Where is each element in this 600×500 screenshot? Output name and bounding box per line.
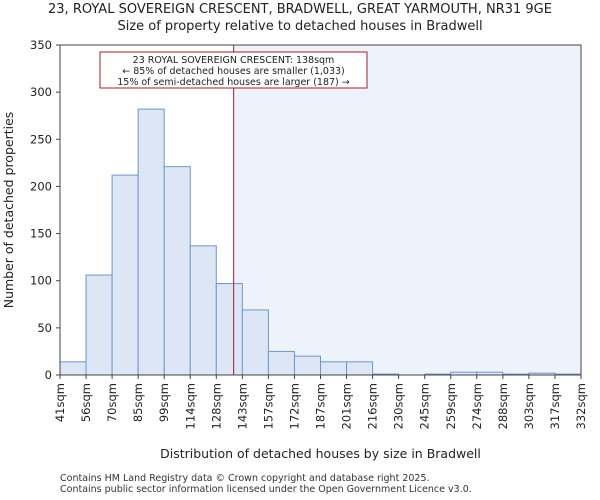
annotation-line-1: 23 ROYAL SOVEREIGN CRESCENT: 138sqm bbox=[133, 55, 335, 66]
histogram-bar bbox=[85, 274, 113, 376]
x-tick-label: 157sqm bbox=[261, 383, 275, 429]
histogram-bar bbox=[59, 361, 87, 376]
y-tick-label: 150 bbox=[30, 227, 52, 241]
histogram-bar bbox=[215, 283, 243, 376]
x-tick-label: 288sqm bbox=[496, 383, 510, 429]
histogram-bar bbox=[137, 108, 165, 376]
histogram-bar bbox=[111, 174, 139, 376]
annotation-line-3: 15% of semi-detached houses are larger (… bbox=[117, 77, 350, 88]
y-tick-label: 100 bbox=[30, 274, 52, 288]
x-tick-label: 259sqm bbox=[444, 383, 458, 429]
x-tick-label: 41sqm bbox=[53, 383, 67, 422]
x-tick-label: 128sqm bbox=[209, 383, 223, 429]
x-tick-label: 332sqm bbox=[574, 383, 588, 429]
histogram-bar bbox=[241, 309, 269, 376]
histogram-bar bbox=[189, 245, 217, 376]
x-tick-label: 317sqm bbox=[548, 383, 562, 429]
x-tick-label: 245sqm bbox=[418, 383, 432, 429]
annotation-line-2: ← 85% of detached houses are smaller (1,… bbox=[122, 66, 345, 77]
x-tick-label: 85sqm bbox=[131, 383, 145, 422]
annotation-box bbox=[99, 51, 368, 89]
y-tick-label: 50 bbox=[37, 321, 52, 335]
histogram-bar bbox=[163, 166, 191, 376]
x-tick-label: 216sqm bbox=[366, 383, 380, 429]
histogram-bar bbox=[293, 355, 322, 376]
y-tick-label: 300 bbox=[30, 85, 52, 99]
x-tick-label: 230sqm bbox=[392, 383, 406, 429]
y-axis-label: Number of detached properties bbox=[1, 112, 16, 309]
y-tick-label: 350 bbox=[30, 38, 52, 52]
histogram-bar bbox=[346, 361, 374, 376]
y-tick-label: 200 bbox=[30, 179, 52, 193]
histogram-bar bbox=[267, 350, 295, 376]
x-tick-label: 114sqm bbox=[183, 383, 197, 429]
x-tick-label: 274sqm bbox=[470, 383, 484, 429]
x-tick-label: 303sqm bbox=[522, 383, 536, 429]
y-tick-label: 0 bbox=[45, 368, 52, 382]
x-axis-label: Distribution of detached houses by size … bbox=[160, 446, 481, 461]
footer-line-2: Contains public sector information licen… bbox=[60, 484, 472, 495]
histogram-bar bbox=[320, 361, 348, 376]
x-tick-label: 201sqm bbox=[340, 383, 354, 429]
y-tick-label: 250 bbox=[30, 132, 52, 146]
x-tick-label: 70sqm bbox=[105, 383, 119, 422]
larger-region-shade bbox=[233, 45, 581, 375]
x-tick-label: 172sqm bbox=[287, 383, 301, 429]
x-tick-label: 99sqm bbox=[157, 383, 171, 422]
chart-subtitle: Size of property relative to detached ho… bbox=[117, 19, 483, 34]
x-tick-label: 56sqm bbox=[79, 383, 93, 422]
footer-line-1: Contains HM Land Registry data © Crown c… bbox=[60, 473, 430, 484]
x-tick-label: 143sqm bbox=[235, 383, 249, 429]
chart-title: 23, ROYAL SOVEREIGN CRESCENT, BRADWELL, … bbox=[48, 2, 552, 17]
x-tick-label: 187sqm bbox=[314, 383, 328, 429]
